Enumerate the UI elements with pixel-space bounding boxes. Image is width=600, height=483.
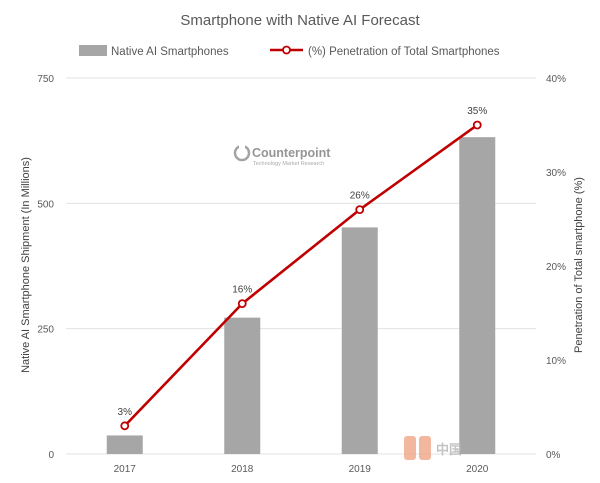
corner-logo-block bbox=[419, 436, 431, 460]
legend-bar-label: Native AI Smartphones bbox=[111, 46, 229, 58]
bar-series bbox=[106, 137, 496, 454]
bar-2020 bbox=[459, 137, 496, 454]
right-axis-tick-label: 40% bbox=[546, 74, 566, 85]
corner-mark-text: 中国 bbox=[436, 442, 462, 457]
bar-2018 bbox=[224, 317, 261, 454]
penetration-point bbox=[237, 299, 247, 309]
legend-line-label: (%) Penetration of Total Smartphones bbox=[308, 46, 500, 58]
x-axis-tick-label: 2018 bbox=[231, 464, 254, 475]
counterpoint-logo-notch bbox=[239, 144, 245, 149]
counterpoint-watermark: Counterpoint Technology Market Research bbox=[233, 144, 331, 167]
right-axis-tick-label: 10% bbox=[546, 356, 566, 367]
right-axis-tick-label: 20% bbox=[546, 262, 566, 273]
penetration-point bbox=[472, 120, 482, 130]
penetration-data-label: 35% bbox=[467, 106, 487, 117]
bar-2017 bbox=[106, 435, 143, 454]
x-axis-ticks: 2017 2018 2019 2020 bbox=[114, 464, 489, 475]
corner-logo-block bbox=[404, 436, 416, 460]
penetration-point bbox=[355, 205, 365, 215]
bar-2019 bbox=[341, 227, 378, 454]
left-axis-tick-label: 0 bbox=[48, 450, 54, 461]
penetration-line bbox=[123, 123, 479, 427]
legend-line-marker bbox=[282, 45, 291, 55]
penetration-data-label: 16% bbox=[232, 285, 252, 296]
right-axis-ticks: 0% 10% 20% 30% 40% bbox=[546, 74, 566, 461]
left-axis-title: Native AI Smartphone Shipment (In Millio… bbox=[20, 157, 32, 373]
x-axis-tick-label: 2017 bbox=[114, 464, 137, 475]
right-axis-title: Penetration of Total smartphone (%) bbox=[573, 177, 585, 353]
penetration-data-label: 26% bbox=[350, 191, 370, 202]
counterpoint-tagline: Technology Market Research bbox=[253, 161, 324, 167]
chart-title: Smartphone with Native AI Forecast bbox=[180, 12, 420, 29]
left-axis-tick-label: 500 bbox=[37, 199, 54, 210]
corner-watermark: 中国 bbox=[404, 436, 462, 460]
left-axis-tick-label: 750 bbox=[37, 74, 54, 85]
right-axis-tick-label: 0% bbox=[546, 450, 561, 461]
counterpoint-brand: Counterpoint bbox=[252, 146, 331, 160]
legend: Native AI Smartphones (%) Penetration of… bbox=[79, 45, 500, 58]
x-axis-tick-label: 2019 bbox=[349, 464, 372, 475]
gridlines bbox=[66, 77, 536, 455]
left-axis-tick-label: 250 bbox=[37, 325, 54, 336]
penetration-data-label: 3% bbox=[118, 407, 133, 418]
legend-bar-swatch bbox=[79, 45, 107, 56]
line-series: 3% 16% 26% 35% bbox=[118, 106, 487, 431]
x-axis-tick-label: 2020 bbox=[466, 464, 489, 475]
right-axis-tick-label: 30% bbox=[546, 168, 566, 179]
left-axis-ticks: 0 250 500 750 bbox=[37, 74, 54, 461]
penetration-point bbox=[120, 421, 130, 431]
